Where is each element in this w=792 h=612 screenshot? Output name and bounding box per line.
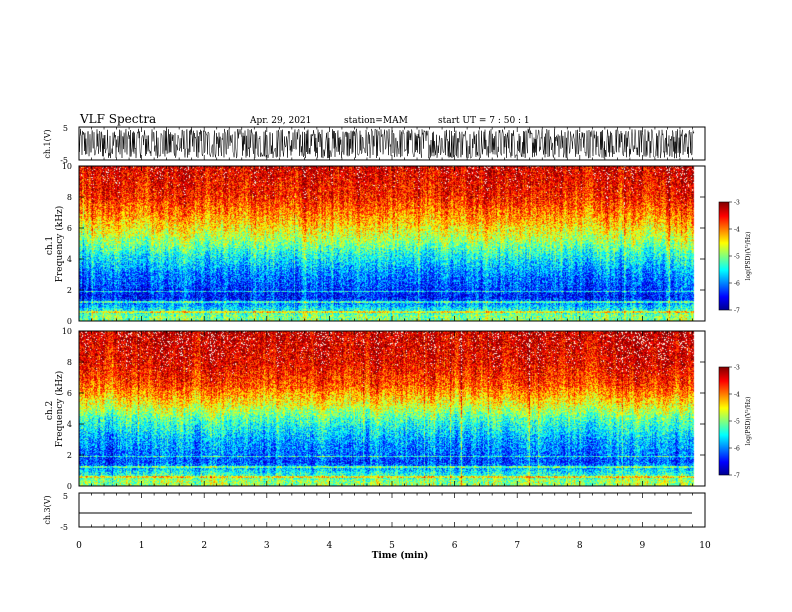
colorbar-1-ticks: -3 -4 -5 -6 -7 — [729, 200, 740, 315]
y-tick-label: 2 — [67, 286, 72, 295]
y-tick-label: 0 — [67, 482, 72, 491]
x-tick-label: 7 — [514, 541, 520, 551]
y-tick-label: 4 — [67, 255, 72, 264]
waveform-ch3-ytick-top: 5 — [63, 492, 68, 501]
x-tick-label: 10 — [699, 541, 711, 551]
x-axis-tick-labels: 0 1 2 3 4 5 6 7 8 9 10 — [76, 541, 711, 551]
y-tick-label: 10 — [62, 162, 72, 171]
spectrogram-ch1-ylabel-freq: Frequency (kHz) — [54, 206, 65, 283]
x-tick-label: 1 — [139, 541, 145, 551]
colorbar-tick-label: -7 — [734, 473, 740, 480]
spectrogram-ch2-ylabel-freq: Frequency (kHz) — [54, 371, 65, 448]
colorbar-tick-label: -5 — [734, 254, 740, 261]
spectrogram-ch2-image — [79, 331, 705, 486]
waveform-ch1-ylabel: ch.1(V) — [43, 129, 52, 158]
waveform-ch3-panel: 5 -5 ch.3(V) — [43, 492, 706, 532]
colorbar-2 — [718, 366, 730, 476]
waveform-ch1-ytick-top: 5 — [63, 124, 68, 133]
spectrogram-ch1-ylabel-channel: ch.1 — [45, 236, 55, 255]
figure-title: VLF Spectra — [79, 112, 156, 126]
x-tick-label: 6 — [452, 541, 458, 551]
waveform-ch3-ytick-bottom: -5 — [60, 523, 68, 532]
colorbar-tick-label: -6 — [734, 281, 740, 288]
waveform-ch1-ytick-bottom: -5 — [60, 156, 68, 165]
spectrogram-ch2-ylabel-channel: ch.2 — [45, 401, 55, 420]
date-label: Apr. 29, 2021 — [249, 116, 311, 126]
waveform-ch1-ticks — [78, 127, 706, 160]
x-tick-label: 8 — [577, 541, 583, 551]
y-tick-label: 6 — [67, 389, 72, 398]
waveform-ch1-path — [78, 128, 695, 159]
colorbar-tick-label: -4 — [734, 392, 740, 399]
y-tick-label: 6 — [67, 224, 72, 233]
colorbar-tick-label: -6 — [734, 446, 740, 453]
colorbar-tick-label: -3 — [734, 200, 740, 207]
colorbar-2-ticks: -3 -4 -5 -6 -7 — [729, 365, 740, 480]
colorbar-1-label: log(PSD)(V²/Hz) — [745, 232, 752, 281]
x-tick-label: 2 — [201, 541, 207, 551]
spectrogram-ch2-ylabel: ch.2 Frequency (kHz) — [45, 371, 65, 448]
spectrogram-ch2-ticks — [78, 331, 706, 486]
x-tick-label: 0 — [76, 541, 82, 551]
waveform-ch3-ylabel: ch.3(V) — [43, 495, 52, 524]
y-tick-label: 0 — [67, 317, 72, 326]
colorbar-tick-label: -4 — [734, 227, 740, 234]
spectrogram-ch1-image — [79, 166, 705, 321]
colorbar-tick-label: -7 — [734, 308, 740, 315]
x-tick-label: 9 — [640, 541, 646, 551]
y-tick-label: 8 — [67, 358, 72, 367]
waveform-ch1-trace — [78, 128, 695, 159]
colorbar-1 — [718, 201, 730, 311]
colorbar-tick-label: -3 — [734, 365, 740, 372]
y-tick-label: 2 — [67, 451, 72, 460]
start-time-label: start UT = 7 : 50 : 1 — [438, 116, 530, 126]
x-tick-label: 3 — [264, 541, 270, 551]
y-tick-label: 8 — [67, 193, 72, 202]
x-axis-label: Time (min) — [372, 550, 429, 561]
x-tick-label: 4 — [327, 541, 333, 551]
colorbar-tick-label: -5 — [734, 419, 740, 426]
spectrogram-ch2-yticks: 0 2 4 6 8 10 — [62, 327, 705, 491]
colorbar-2-label: log(PSD)(V²/Hz) — [745, 397, 752, 446]
station-label: station=MAM — [344, 116, 408, 126]
spectrogram-ch1-yticks: 0 2 4 6 8 10 — [62, 162, 705, 326]
waveform-ch1-panel: 5 -5 ch.1(V) — [43, 124, 706, 165]
spectrogram-ch1-ticks — [78, 166, 706, 321]
y-tick-label: 10 — [62, 327, 72, 336]
waveform-ch3-ticks — [78, 493, 706, 527]
spectrogram-ch1-ylabel: ch.1 Frequency (kHz) — [45, 206, 65, 283]
x-tick-label: 5 — [389, 541, 395, 551]
waveform-ch3-frame — [78, 492, 706, 528]
y-tick-label: 4 — [67, 420, 72, 429]
